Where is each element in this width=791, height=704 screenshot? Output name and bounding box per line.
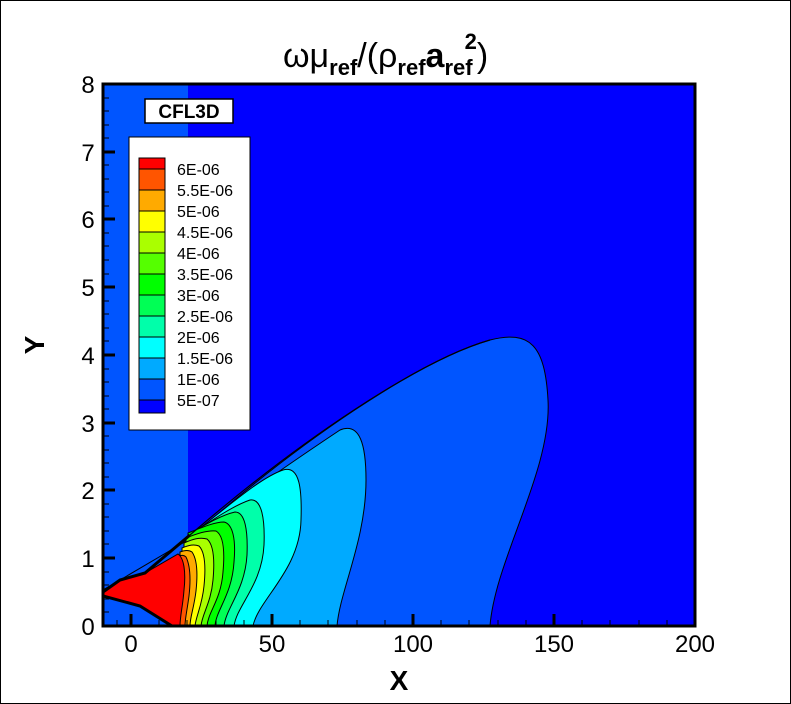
legend-swatches bbox=[138, 157, 166, 414]
legend-label: 1.5E-06 bbox=[177, 351, 233, 368]
y-tick-label: 8 bbox=[81, 72, 94, 99]
legend-label: 4E-06 bbox=[177, 246, 220, 263]
x-tick-label: 200 bbox=[675, 631, 715, 658]
x-tick-label: 0 bbox=[124, 631, 137, 658]
x-tick-label: 50 bbox=[259, 631, 286, 658]
legend-swatch bbox=[138, 210, 166, 233]
y-axis-ticks bbox=[103, 82, 115, 613]
y-tick-label: 1 bbox=[81, 546, 94, 573]
contour-legend: 6E-06 5.5E-06 5E-06 4.5E-06 4E-06 3.5E-0… bbox=[128, 136, 251, 431]
x-tick-label: 150 bbox=[534, 631, 574, 658]
legend-label: 2.5E-06 bbox=[177, 309, 233, 326]
x-tick-label: 100 bbox=[393, 631, 433, 658]
y-axis-title: Y bbox=[19, 335, 50, 354]
legend-label: 3.5E-06 bbox=[177, 267, 233, 284]
y-tick-label: 7 bbox=[81, 140, 94, 167]
chart-title: ωμref/(ρrefaref2) bbox=[283, 29, 488, 80]
legend-label: 6E-06 bbox=[177, 162, 220, 179]
y-tick-label: 3 bbox=[81, 411, 94, 438]
legend-swatch bbox=[138, 157, 166, 170]
legend-label: 5E-06 bbox=[177, 204, 220, 221]
legend-swatch bbox=[138, 336, 166, 359]
legend-label: 4.5E-06 bbox=[177, 225, 233, 242]
x-axis-ticks bbox=[116, 614, 697, 626]
y-tick-label: 2 bbox=[81, 478, 94, 505]
y-tick-label: 4 bbox=[81, 343, 94, 370]
legend-label: 3E-06 bbox=[177, 288, 220, 305]
legend-label: 5E-07 bbox=[177, 393, 220, 410]
x-axis-title: X bbox=[390, 665, 409, 696]
legend-label: 2E-06 bbox=[177, 330, 220, 347]
legend-swatch bbox=[138, 231, 166, 254]
legend-swatch bbox=[138, 294, 166, 317]
legend-labels: 6E-06 5.5E-06 5E-06 4.5E-06 4E-06 3.5E-0… bbox=[177, 162, 233, 410]
contour-field bbox=[103, 84, 695, 626]
legend-label: 1E-06 bbox=[177, 372, 220, 389]
legend-swatch bbox=[138, 315, 166, 338]
legend-swatch bbox=[138, 273, 166, 296]
y-tick-label: 0 bbox=[81, 614, 94, 641]
legend-swatch bbox=[138, 189, 166, 212]
y-tick-labels: 0 1 2 3 4 5 6 7 8 bbox=[81, 72, 94, 641]
legend-swatch bbox=[138, 378, 166, 401]
x-tick-labels: 0 50 100 150 200 bbox=[124, 631, 715, 658]
legend-label: 5.5E-06 bbox=[177, 183, 233, 200]
y-tick-label: 5 bbox=[81, 275, 94, 302]
solver-badge-label: CFL3D bbox=[158, 102, 219, 123]
y-tick-label: 6 bbox=[81, 207, 94, 234]
legend-swatch bbox=[138, 357, 166, 380]
solver-badge: CFL3D bbox=[144, 98, 234, 124]
legend-swatch bbox=[138, 252, 166, 275]
legend-swatch bbox=[138, 168, 166, 191]
legend-swatch bbox=[138, 399, 166, 414]
